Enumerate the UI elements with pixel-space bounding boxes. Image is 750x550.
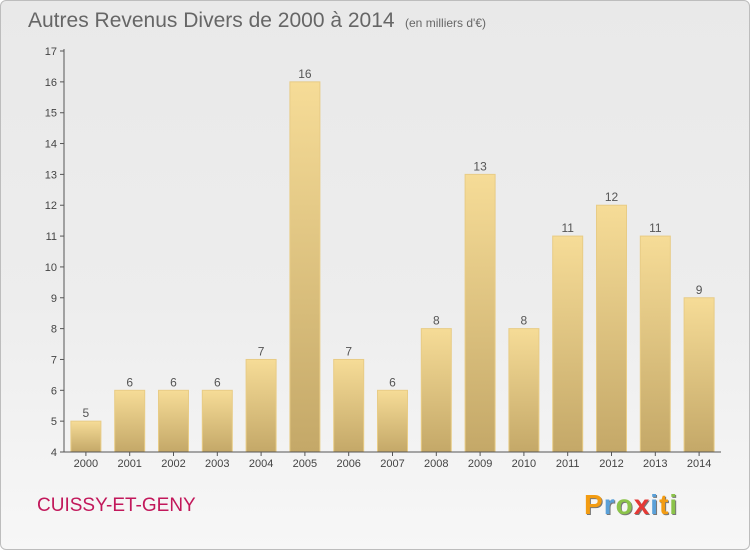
bar [596,204,627,453]
logo-letter: o [615,489,634,520]
y-tick-label: 9 [51,293,57,305]
x-tick-label: 2000 [74,458,98,470]
logo-letter: i [650,489,660,520]
logo-letter: i [669,489,679,520]
x-tick-label: 2012 [599,458,623,470]
bar [333,358,365,453]
logo-letter: r [603,489,616,520]
data-label: 13 [473,159,487,173]
x-tick-label: 2001 [117,458,141,470]
chart-subtitle: (en milliers d'€) [405,16,486,30]
data-label: 11 [561,221,574,235]
bar [377,389,408,453]
bar [70,420,102,453]
data-label: 6 [214,375,221,389]
bar [289,81,321,453]
data-label: 16 [298,67,312,81]
y-tick-label: 17 [45,46,57,58]
y-tick-label: 6 [51,385,57,397]
y-tick-label: 5 [51,416,57,428]
town-name: CUISSY-ET-GENY [37,495,196,516]
y-tick-label: 12 [45,200,57,212]
bar [639,235,671,453]
y-tick-label: 11 [46,231,57,243]
logo-letter: P [584,489,604,520]
proxiti-logo: Proxiti [584,489,678,521]
bar [683,297,715,453]
x-tick-label: 2011 [556,458,580,470]
bar [464,173,496,453]
data-label: 12 [605,190,619,204]
title-row: Autres Revenus Divers de 2000 à 2014 (en… [28,9,486,33]
data-label: 9 [696,283,703,297]
x-tick-label: 2005 [293,458,317,470]
data-label: 6 [170,375,177,389]
bar [114,389,146,453]
x-tick-label: 2009 [468,458,492,470]
x-tick-label: 2014 [687,458,711,470]
bars-layer: 5 6 6 6 7 16 7 6 8 13 8 11 12 11 9 [70,67,715,453]
data-label: 8 [433,314,440,328]
x-tick-label: 2010 [512,458,536,470]
y-tick-label: 13 [45,169,57,181]
bar [508,328,540,453]
data-label: 7 [345,344,352,358]
x-tick-label: 2003 [205,458,229,470]
bar [201,389,233,453]
logo-letter: t [659,489,670,520]
data-label: 7 [258,344,265,358]
x-tick-label: 2013 [643,458,667,470]
y-tick-label: 7 [51,354,57,366]
x-tick-label: 2007 [380,458,404,470]
y-tick-label: 15 [45,108,57,120]
x-tick-label: 2004 [249,458,273,470]
data-label: 8 [521,314,528,328]
y-tick-label: 16 [45,77,57,89]
data-label: 11 [649,221,662,235]
data-label: 6 [389,375,396,389]
bar [420,328,452,453]
bar [245,358,277,453]
bar [158,389,189,453]
logo-letter: x [633,489,651,520]
y-tick-label: 14 [45,139,57,151]
y-tick-label: 10 [45,262,57,274]
data-label: 6 [126,375,133,389]
axes-layer: 2000 2001 2002 2003 2004 2005 2006 2007 2008 2009… [45,46,721,470]
x-tick-label: 2006 [336,458,360,470]
data-label: 5 [83,406,90,420]
y-tick-label: 8 [51,324,57,336]
bar [552,235,584,453]
chart-title: Autres Revenus Divers de 2000 à 2014 [28,9,395,32]
y-tick-label: 4 [51,447,57,459]
x-tick-label: 2002 [161,458,185,470]
x-tick-label: 2008 [424,458,448,470]
